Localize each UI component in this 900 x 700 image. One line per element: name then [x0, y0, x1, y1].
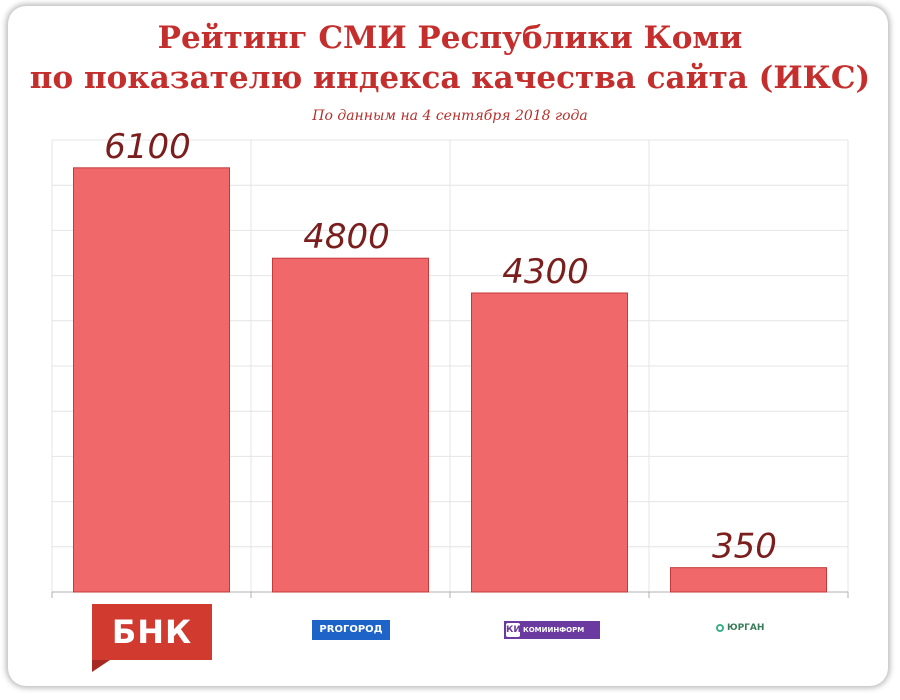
bnk-logo-text: БНК: [92, 604, 212, 660]
yurgan-logo-text: ЮРГАН: [727, 623, 765, 633]
logo-yurgan: ЮРГАН: [716, 620, 776, 636]
logo-progorod: PROГОРОД: [312, 620, 390, 640]
bar-1: [73, 167, 230, 593]
chart-subtitle: По данным на 4 сентября 2018 года: [312, 108, 588, 124]
chart-title-line-1: Рейтинг СМИ Республики Коми: [157, 20, 743, 56]
kominform-mark-icon: КИ: [506, 623, 521, 637]
bar-3: [471, 292, 628, 593]
bar-2: [272, 257, 429, 593]
kominform-logo-text: КОМИИНФОРМ: [523, 626, 585, 634]
bnk-logo-tail: [92, 660, 110, 672]
data-label-4: 350: [712, 527, 777, 567]
logo-kominform: КИ КОМИИНФОРМ: [504, 621, 600, 639]
logo-bnk: БНК: [92, 604, 212, 672]
data-label-2: 4800: [303, 217, 390, 257]
yurgan-mark-icon: [716, 624, 724, 632]
bar-4: [670, 567, 827, 593]
chart-title-line-2: по показателю индекса качества сайта (ИК…: [29, 60, 871, 96]
data-label-1: 6100: [104, 127, 191, 167]
data-label-3: 4300: [502, 252, 589, 292]
